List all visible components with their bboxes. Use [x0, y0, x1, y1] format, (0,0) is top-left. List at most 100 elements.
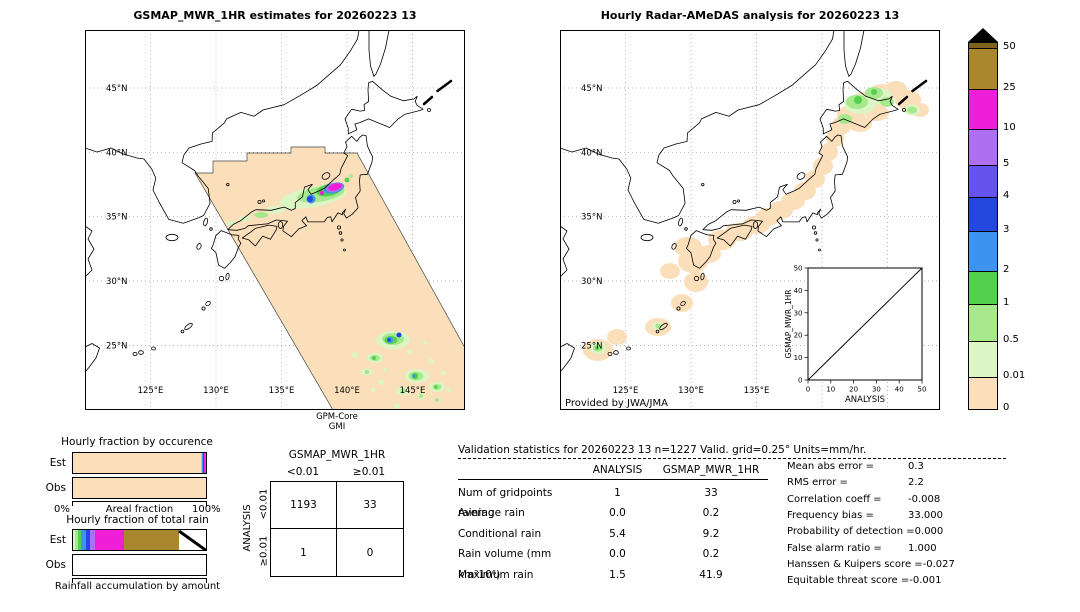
lat-label: 30°N [106, 277, 127, 287]
credit-text: Provided by JWA/JMA [565, 398, 668, 409]
bar-segment [77, 530, 81, 550]
inset-ytick: 30 [794, 309, 803, 317]
colorbar-label: 0.5 [1003, 334, 1019, 345]
occurrence-est-label: Est [49, 457, 66, 469]
analysis-value: 1 [614, 487, 621, 499]
bar-segment [80, 530, 86, 550]
total-rain-obs-bar [72, 554, 207, 576]
gsmap-value: 0.2 [702, 507, 720, 520]
sensor-source-line2: GMI [328, 422, 346, 432]
inset-ytick: 50 [794, 265, 803, 273]
score-value: 2.2 [908, 477, 924, 489]
occurrence-chart-title: Hourly fraction by occurence [61, 436, 213, 448]
score-value: -0.027 [922, 559, 955, 571]
colorbar-label: 25 [1003, 82, 1016, 93]
contingency-cell-10: 1 [271, 529, 337, 576]
gsmap-value: 0.2 [702, 548, 720, 561]
score-value: 1.000 [908, 542, 937, 554]
left-map-title: GSMAP_MWR_1HR estimates for 20260223 13 [133, 9, 417, 22]
colorbar-label: 50 [1003, 41, 1016, 52]
analysis-value: 0.0 [609, 507, 626, 520]
colorbar-block [969, 48, 997, 89]
validation-header: Validation statistics for 20260223 13 n=… [458, 444, 867, 456]
axis-min-label: 0% [54, 504, 70, 515]
analysis-value: 0.0 [609, 548, 626, 561]
contingency-table: 1193 33 1 0 [270, 481, 404, 577]
inset-ytick: 20 [794, 332, 803, 340]
lon-label: 125°E [138, 386, 164, 396]
score-value: 0.3 [908, 461, 924, 472]
colorbar-block [969, 231, 997, 271]
score-value: 33.000 [908, 510, 943, 522]
header-separator [458, 458, 1006, 459]
colorbar-label: 1 [1003, 297, 1010, 308]
areal-fraction-label: Areal fraction [105, 504, 174, 515]
inset-xlabel: ANALYSIS [845, 395, 885, 405]
colorbar-label: 3 [1003, 224, 1010, 235]
score-value: -0.008 [908, 493, 941, 505]
left-map-axis-labels: 45°N 40°N 35°N 30°N 25°N 125°E 130°E 135… [106, 84, 425, 396]
score-row: Correlation coeff = -0.008 [787, 492, 955, 508]
lon-label: 135°E [269, 386, 295, 396]
colorbar-overflow-arrow-icon [968, 28, 998, 42]
contingency-cell-01: 33 [337, 482, 403, 529]
one-to-one-line [807, 267, 923, 381]
bar-segment [85, 530, 91, 550]
colorbar-label: 4 [1003, 190, 1010, 201]
lat-label: 25°N [106, 342, 127, 352]
score-row: Probability of detection =0.000 [787, 524, 955, 540]
analysis-value: 1.5 [609, 568, 626, 581]
lon-label: 130°E [678, 386, 704, 396]
inset-xtick: 50 [918, 386, 927, 394]
bar-segment [73, 453, 201, 473]
inset-xtick: 10 [826, 386, 835, 394]
colorbar-block [969, 304, 997, 341]
table-row: Conditional rain 5.4 9.2 [458, 524, 764, 544]
gsmap-value: 41.9 [699, 568, 723, 581]
bar-segment [73, 530, 75, 550]
axis-tick [206, 502, 207, 506]
score-row: Equitable threat score =-0.001 [787, 573, 955, 589]
bar-segment [202, 453, 204, 473]
colorbar-block [969, 197, 997, 231]
radar-amedas-map: 45°N 40°N 35°N 30°N 25°N 125°E 130°E 135… [560, 30, 940, 410]
map-frame [85, 30, 465, 410]
axis-tick [206, 579, 207, 583]
lat-label: 35°N [106, 213, 127, 223]
bar-segment [90, 530, 95, 550]
gsmap-estimates-map: 45°N 40°N 35°N 30°N 25°N 125°E 130°E 135… [85, 30, 465, 410]
sensor-source-line1: GPM-Core [316, 412, 358, 422]
total-rain-axis [72, 578, 207, 583]
col-header-analysis: ANALYSIS [592, 464, 643, 476]
inset-ytick: 40 [794, 287, 803, 295]
lat-label: 35°N [581, 213, 602, 223]
score-label: Equitable threat score = [787, 575, 910, 587]
sensor-source: GPM-Core GMI [289, 412, 385, 432]
contingency-row-label-lt: <0.01 [258, 488, 270, 520]
lat-label: 45°N [581, 84, 602, 94]
table-row: Rain volume (mm km²10⁶) 0.0 0.2 [458, 544, 764, 580]
score-label: Mean abs error = [787, 461, 875, 472]
inset-ylabel: GSMAP_MWR_1HR [784, 290, 793, 359]
accumulation-curve [178, 530, 206, 550]
colorbar-label: 5 [1003, 158, 1010, 169]
score-row: Frequency bias = 33.000 [787, 508, 955, 524]
contingency-title: GSMAP_MWR_1HR [288, 449, 386, 461]
score-label: False alarm ratio = [787, 542, 882, 554]
total-rain-obs-label: Obs [45, 559, 66, 571]
colorbar-label: 0.01 [1003, 370, 1026, 381]
analysis-value: 5.4 [609, 527, 626, 540]
colorbar-label: 2 [1003, 264, 1010, 275]
score-value: -0.001 [909, 575, 942, 587]
scatter-inset: 0 10 20 30 40 50 0 10 20 30 40 50 GSMAP_… [784, 265, 926, 406]
lat-label: 30°N [581, 277, 602, 287]
axis-tick [72, 502, 73, 506]
lat-label: 45°N [106, 84, 127, 94]
total-rain-chart-title: Hourly fraction of total rain [66, 514, 209, 526]
inset-xtick: 40 [895, 386, 904, 394]
total-rain-est-label: Est [49, 534, 66, 546]
bar-segment [205, 453, 206, 473]
inset-xtick: 30 [872, 386, 881, 394]
contingency-cell-11: 0 [366, 546, 374, 559]
lon-label: 125°E [613, 386, 639, 396]
